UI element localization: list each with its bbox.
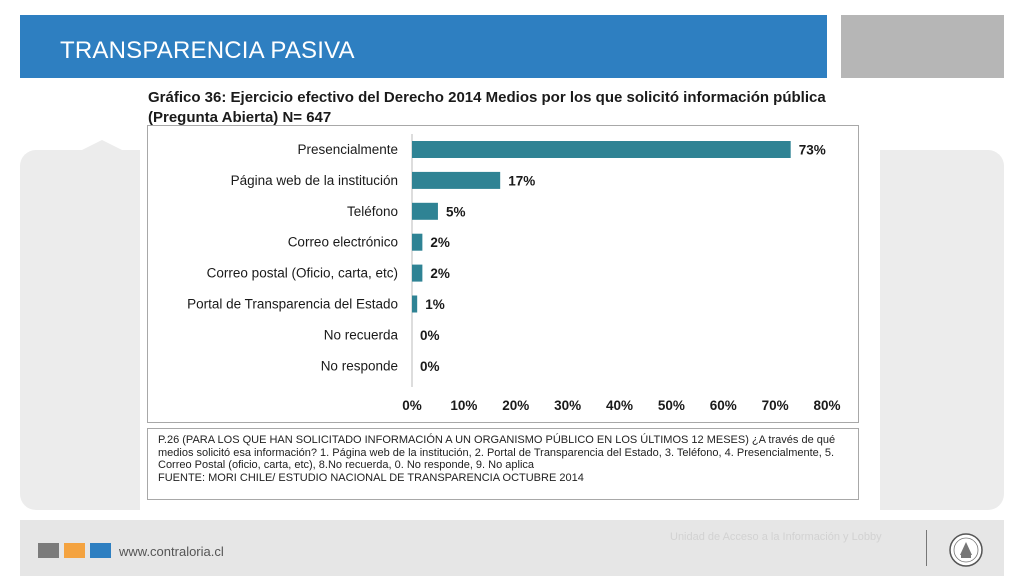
footer-square-blue <box>90 543 111 558</box>
bar <box>412 202 438 220</box>
header-gray-block <box>841 15 1004 78</box>
background-panel-right <box>880 150 1004 510</box>
category-label: Presencialmente <box>297 142 398 157</box>
page-title: TRANSPARENCIA PASIVA <box>60 37 355 64</box>
footer-square-orange <box>64 543 85 558</box>
data-label: 1% <box>425 297 445 312</box>
question-text: P.26 (PARA LOS QUE HAN SOLICITADO INFORM… <box>158 434 836 471</box>
category-label: Teléfono <box>347 204 398 219</box>
contraloria-seal-icon <box>949 533 983 567</box>
x-tick-label: 60% <box>710 398 737 413</box>
bar <box>412 141 791 158</box>
footer-bar <box>20 520 1004 576</box>
data-label: 0% <box>420 328 440 343</box>
data-label: 2% <box>430 235 450 250</box>
bar <box>412 171 501 189</box>
chart-title: Gráfico 36: Ejercicio efectivo del Derec… <box>148 89 826 126</box>
footer-unit-name: Unidad de Acceso a la Información y Lobb… <box>670 531 882 543</box>
background-panel-tab <box>78 140 126 152</box>
data-label: 17% <box>508 173 535 188</box>
data-label: 73% <box>799 143 826 158</box>
x-tick-label: 20% <box>502 398 529 413</box>
bar <box>412 233 423 251</box>
category-label: No responde <box>321 358 398 373</box>
bar <box>412 264 423 282</box>
category-label: Portal de Transparencia del Estado <box>187 297 398 312</box>
question-note-box: P.26 (PARA LOS QUE HAN SOLICITADO INFORM… <box>147 428 859 500</box>
bar <box>412 295 418 313</box>
background-panel-left <box>20 150 142 510</box>
category-label: Página web de la institución <box>231 173 398 188</box>
x-tick-label: 50% <box>658 398 685 413</box>
source-text: FUENTE: MORI CHILE/ ESTUDIO NACIONAL DE … <box>158 471 584 484</box>
data-label: 5% <box>446 204 466 219</box>
x-tick-label: 70% <box>762 398 789 413</box>
header-bar: TRANSPARENCIA PASIVA <box>20 15 827 78</box>
footer-square-gray <box>38 543 59 558</box>
x-tick-label: 10% <box>450 398 477 413</box>
data-label: 2% <box>430 266 450 281</box>
x-tick-label: 80% <box>813 398 840 413</box>
data-label: 0% <box>420 359 440 374</box>
category-label: No recuerda <box>324 327 399 342</box>
category-label: Correo electrónico <box>288 235 398 250</box>
x-tick-label: 40% <box>606 398 633 413</box>
bar-chart: Presencialmente 73% Página web de la insti… <box>187 134 841 413</box>
category-label: Correo postal (Oficio, carta, etc) <box>207 266 398 281</box>
question-note: P.26 (PARA LOS QUE HAN SOLICITADO INFORM… <box>158 434 848 484</box>
footer-url[interactable]: www.contraloria.cl <box>119 544 224 559</box>
footer-divider <box>926 530 927 566</box>
x-tick-label: 0% <box>402 398 422 413</box>
x-tick-label: 30% <box>554 398 581 413</box>
chart-frame: Presencialmente 73% Página web de la insti… <box>147 125 859 423</box>
